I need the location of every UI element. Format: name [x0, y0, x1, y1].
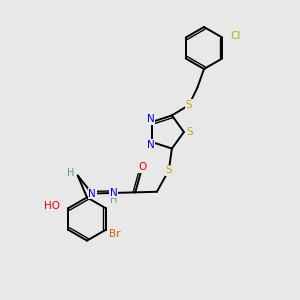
Text: H: H: [68, 167, 75, 178]
Text: H: H: [110, 194, 117, 205]
Text: S: S: [166, 165, 172, 175]
Text: N: N: [88, 188, 96, 199]
Text: Br: Br: [109, 229, 121, 239]
Text: N: N: [110, 188, 118, 198]
Text: S: S: [186, 100, 192, 110]
Text: O: O: [138, 162, 146, 172]
Text: Cl: Cl: [231, 31, 241, 41]
Text: S: S: [186, 127, 193, 137]
Text: N: N: [147, 114, 155, 124]
Text: HO: HO: [44, 201, 60, 211]
Text: N: N: [147, 140, 155, 150]
